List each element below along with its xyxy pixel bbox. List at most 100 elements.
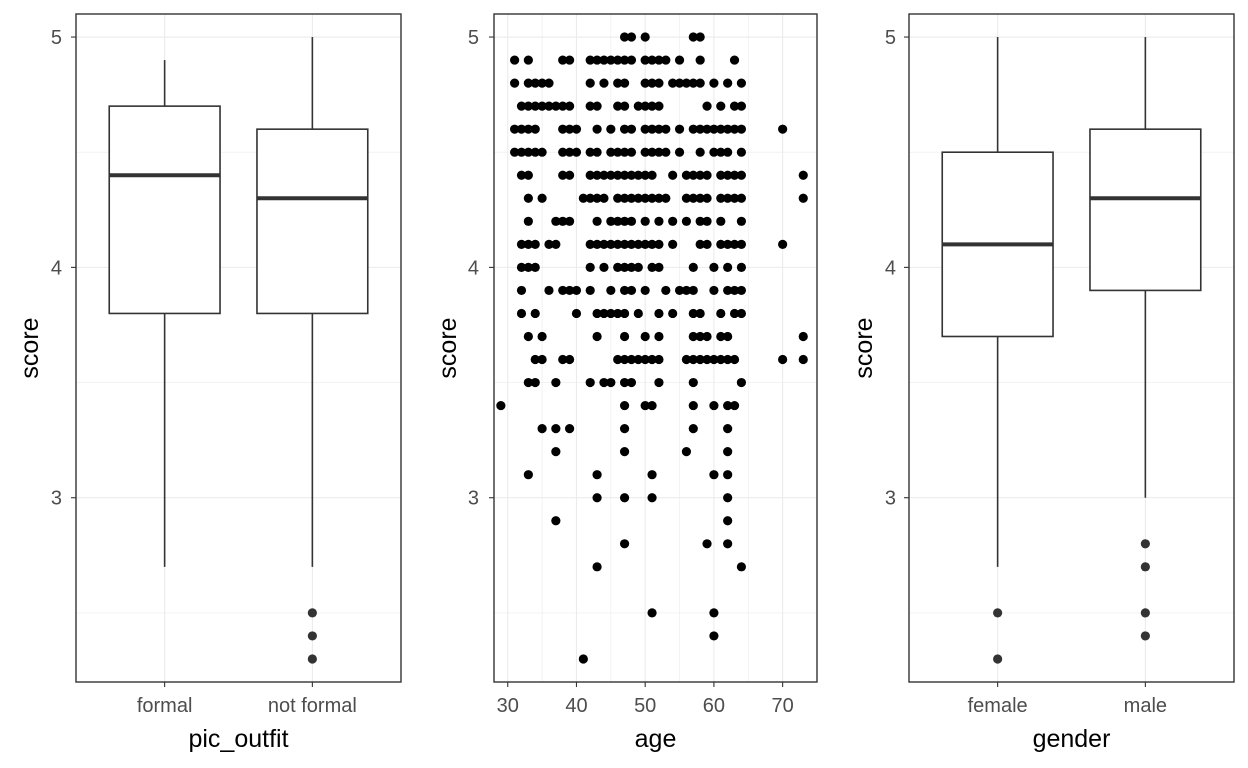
data-point [695, 354, 705, 365]
data-point [674, 124, 685, 134]
data-point [592, 55, 602, 65]
data-point [626, 354, 637, 365]
data-point [551, 216, 561, 226]
data-point [640, 55, 650, 65]
data-point [564, 170, 575, 180]
data-point [613, 308, 623, 319]
data-point [523, 101, 533, 111]
data-point [564, 147, 575, 157]
data-point [716, 124, 726, 134]
data-point [551, 101, 561, 111]
data-point [530, 124, 540, 134]
data-point [681, 354, 692, 365]
data-point [709, 124, 719, 134]
data-point [723, 193, 733, 203]
data-point [716, 170, 726, 180]
data-point [564, 101, 575, 111]
data-point [695, 170, 705, 180]
data-point [647, 493, 657, 503]
data-point [723, 78, 733, 88]
data-point [798, 193, 808, 203]
data-point [702, 539, 712, 549]
data-point [709, 470, 719, 480]
data-point [729, 55, 740, 65]
data-point [654, 124, 664, 134]
data-point [702, 170, 712, 180]
data-point [523, 470, 533, 480]
data-point [688, 308, 698, 319]
y-tick-label: 4 [885, 257, 896, 279]
data-point [530, 239, 540, 249]
data-point [668, 170, 678, 180]
x-tick-label: 50 [634, 695, 656, 717]
data-point [626, 147, 637, 157]
data-point [619, 424, 630, 434]
data-point [564, 285, 575, 296]
data-point [640, 101, 650, 111]
data-point [688, 170, 698, 180]
data-point [619, 170, 630, 180]
data-point [688, 400, 698, 411]
data-point [619, 193, 630, 203]
data-point [516, 285, 527, 296]
data-point [681, 447, 692, 457]
data-point [592, 147, 602, 157]
data-point [619, 262, 630, 272]
data-point [709, 262, 719, 272]
data-point [640, 170, 650, 180]
data-point [585, 285, 595, 296]
data-point [626, 239, 637, 249]
data-point [592, 170, 602, 180]
data-point [599, 262, 609, 272]
data-point [688, 78, 698, 88]
data-point [523, 78, 533, 88]
data-point [564, 124, 575, 134]
data-point [723, 262, 733, 272]
data-point [530, 354, 540, 365]
data-point [647, 124, 657, 134]
data-point [709, 400, 719, 411]
data-point [729, 239, 740, 249]
data-point [798, 331, 808, 342]
x-tick-label: 40 [565, 695, 587, 717]
data-point [626, 377, 637, 388]
data-point [599, 55, 609, 65]
data-point [688, 354, 698, 365]
data-point [702, 216, 712, 226]
data-point [613, 262, 623, 272]
data-point [688, 193, 698, 203]
data-point [640, 285, 650, 296]
data-point [674, 285, 685, 296]
data-point [674, 147, 685, 157]
y-tick-label: 3 [51, 488, 62, 510]
data-point [564, 354, 575, 365]
data-point [599, 377, 609, 388]
data-point [647, 170, 657, 180]
data-point [633, 101, 643, 111]
data-point [571, 124, 582, 134]
data-point [564, 216, 575, 226]
data-point [798, 170, 808, 180]
data-point [729, 400, 740, 411]
data-point [626, 32, 637, 42]
data-point [592, 216, 602, 226]
data-point [716, 308, 726, 319]
data-point [619, 78, 630, 88]
data-point [723, 170, 733, 180]
data-point [530, 377, 540, 388]
outlier-point [307, 654, 317, 664]
data-point [523, 377, 533, 388]
data-point [695, 193, 705, 203]
data-point [723, 331, 733, 342]
data-point [798, 354, 808, 365]
data-point [496, 400, 506, 411]
data-point [633, 193, 643, 203]
box-iqr [108, 105, 221, 315]
data-point [510, 147, 520, 157]
data-point [654, 354, 664, 365]
data-point [619, 239, 630, 249]
data-point [695, 55, 705, 65]
data-point [778, 354, 788, 365]
data-point [702, 101, 712, 111]
y-tick-label: 5 [885, 27, 896, 49]
